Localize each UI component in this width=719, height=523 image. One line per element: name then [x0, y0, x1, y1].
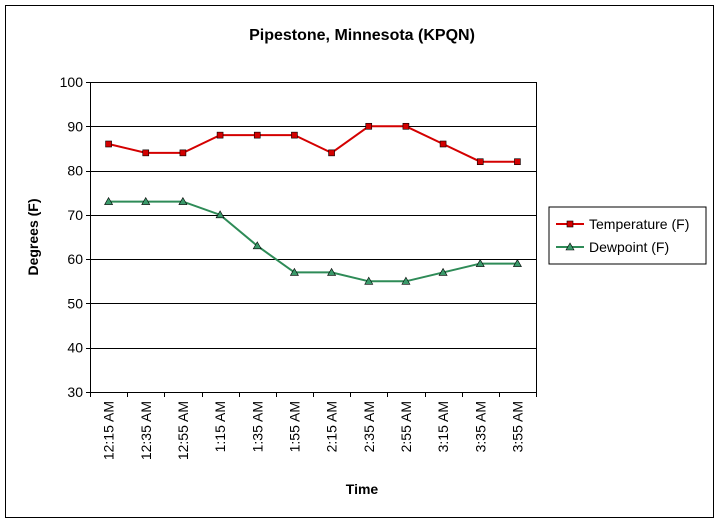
x-tick-label: 2:35 AM — [361, 401, 377, 452]
x-tick-label: 3:15 AM — [435, 401, 451, 452]
data-point — [104, 196, 114, 205]
x-tick-label: 1:15 AM — [212, 401, 228, 452]
y-tick-label-80: 80 — [67, 163, 83, 179]
data-point — [252, 241, 262, 250]
data-point — [475, 258, 485, 267]
data-point — [178, 196, 188, 205]
x-tick-label: 3:35 AM — [472, 401, 488, 452]
x-tick-label: 1:35 AM — [249, 401, 265, 452]
data-point — [328, 149, 335, 157]
x-tick-label: 12:55 AM — [175, 401, 191, 460]
x-tick-label: 1:55 AM — [286, 401, 302, 452]
data-point — [289, 267, 299, 276]
y-tick-label-50: 50 — [67, 295, 83, 311]
data-point — [476, 158, 484, 166]
legend: Temperature (F) Dewpoint (F) — [548, 206, 707, 265]
data-point — [327, 267, 337, 276]
x-tick-label: 2:15 AM — [324, 401, 340, 452]
data-point — [402, 122, 410, 130]
x-tick-label: 12:35 AM — [138, 401, 154, 460]
legend-label-1: Dewpoint (F) — [589, 239, 669, 255]
x-axis-label: Time — [346, 481, 379, 497]
data-point — [253, 131, 261, 139]
series-0 — [105, 122, 521, 166]
data-point — [291, 131, 298, 139]
chart-title: Pipestone, Minnesota (KPQN) — [249, 27, 475, 44]
series-line-1 — [108, 200, 518, 283]
data-point — [142, 149, 150, 157]
data-point — [514, 158, 521, 166]
data-point — [401, 276, 411, 285]
y-tick-label-60: 60 — [67, 251, 83, 267]
y-tick-label-90: 90 — [67, 118, 83, 134]
data-point — [179, 149, 187, 157]
series-group — [104, 122, 522, 285]
legend-box — [548, 206, 707, 265]
data-point — [215, 210, 225, 219]
legend-marker-1 — [565, 242, 575, 251]
series-1 — [104, 196, 522, 285]
data-point — [105, 140, 112, 148]
x-tick-label: 2:55 AM — [398, 401, 414, 452]
y-axis-ticks: 30 40 50 60 70 80 90 100 — [60, 74, 90, 400]
x-tick-label: 3:55 AM — [509, 401, 525, 452]
data-point — [438, 267, 448, 276]
data-point — [439, 140, 447, 148]
legend-label-0: Temperature (F) — [589, 216, 689, 232]
y-tick-label-70: 70 — [67, 207, 83, 223]
x-tick-label: 12:15 AM — [101, 401, 117, 460]
data-point — [512, 258, 522, 267]
data-point — [365, 122, 373, 130]
plot-area — [90, 82, 536, 392]
series-line-0 — [108, 125, 518, 163]
x-axis-ticks: 12:15 AM 12:35 AM 12:55 AM 1:15 AM 1:35 AM 1:… — [90, 392, 537, 460]
y-tick-label-100: 100 — [60, 74, 84, 90]
legend-marker-0 — [566, 220, 574, 228]
data-point — [216, 131, 224, 139]
data-point — [364, 276, 374, 285]
data-point — [141, 196, 151, 205]
y-tick-label-30: 30 — [67, 384, 83, 400]
y-tick-label-40: 40 — [67, 340, 83, 356]
y-axis-label: Degrees (F) — [25, 198, 41, 275]
